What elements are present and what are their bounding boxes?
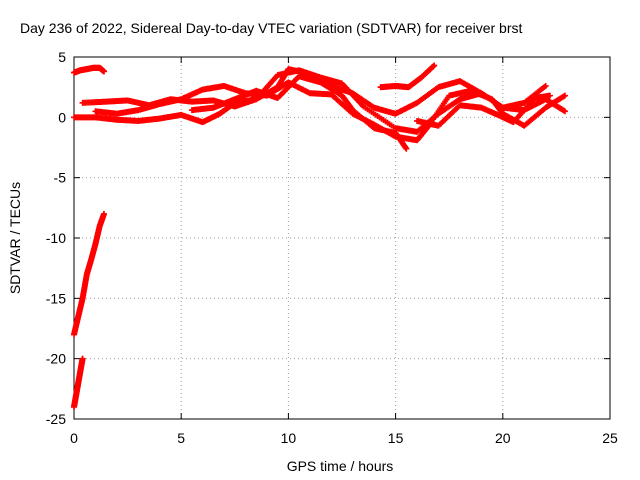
x-tick-label: 25 <box>602 430 618 446</box>
data-series <box>71 64 108 76</box>
y-tick-label: -10 <box>46 230 66 246</box>
y-tick-label: -20 <box>46 351 66 367</box>
x-axis-label: GPS time / hours <box>287 458 394 474</box>
data-point <box>101 68 108 75</box>
data-point <box>403 145 410 152</box>
x-tick-label: 10 <box>281 430 297 446</box>
x-tick-label: 0 <box>70 430 78 446</box>
data-series <box>71 355 86 410</box>
data-point <box>546 92 553 99</box>
data-point <box>79 355 86 362</box>
y-tick-label: 0 <box>58 109 66 125</box>
x-tick-label: 15 <box>388 430 404 446</box>
data-series <box>188 73 410 152</box>
data-point <box>101 210 108 217</box>
y-tick-label: -25 <box>46 411 66 427</box>
x-tick-label: 20 <box>495 430 511 446</box>
data-series <box>377 62 438 91</box>
data-point <box>542 82 549 89</box>
data-series <box>71 210 108 338</box>
y-tick-label: -15 <box>46 290 66 306</box>
y-tick-label: -5 <box>54 170 67 186</box>
y-tick-label: 5 <box>58 49 66 65</box>
chart-title: Day 236 of 2022, Sidereal Day-to-day VTE… <box>20 20 522 36</box>
data-point <box>431 62 438 69</box>
data-point <box>561 108 568 115</box>
data-series <box>414 92 553 129</box>
data-marks <box>71 62 568 410</box>
y-axis-label: SDTVAR / TECUs <box>7 182 23 294</box>
x-tick-label: 5 <box>177 430 185 446</box>
data-series <box>79 67 568 135</box>
data-point <box>561 92 568 99</box>
